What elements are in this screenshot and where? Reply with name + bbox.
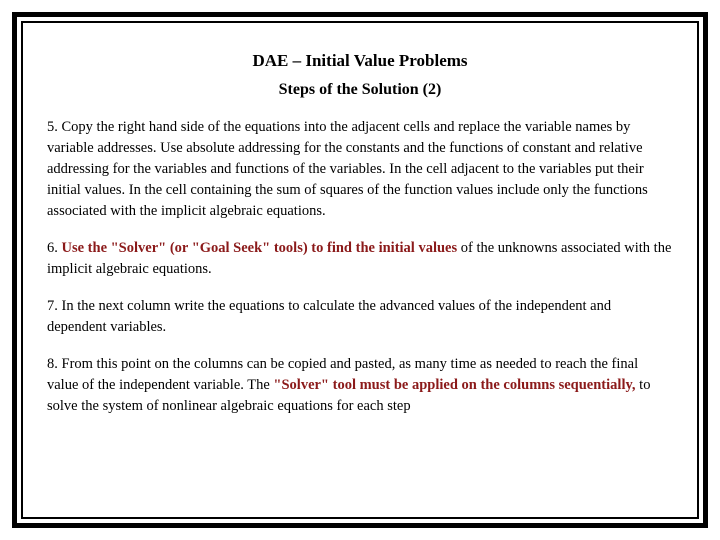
step-6-emphasis: Use the "Solver" (or "Goal Seek" tools) … — [62, 240, 458, 256]
step-8-emphasis: "Solver" tool must be applied on the col… — [273, 377, 635, 393]
slide-title: DAE – Initial Value Problems — [47, 51, 673, 71]
slide-subtitle: Steps of the Solution (2) — [47, 81, 673, 99]
step-7: 7. In the next column write the equation… — [47, 296, 673, 338]
step-6-prefix: 6. — [47, 240, 62, 256]
outer-frame: DAE – Initial Value Problems Steps of th… — [12, 12, 708, 528]
step-5: 5. Copy the right hand side of the equat… — [47, 117, 673, 222]
inner-frame: DAE – Initial Value Problems Steps of th… — [21, 21, 699, 519]
step-8: 8. From this point on the columns can be… — [47, 354, 673, 417]
step-6: 6. Use the "Solver" (or "Goal Seek" tool… — [47, 238, 673, 280]
